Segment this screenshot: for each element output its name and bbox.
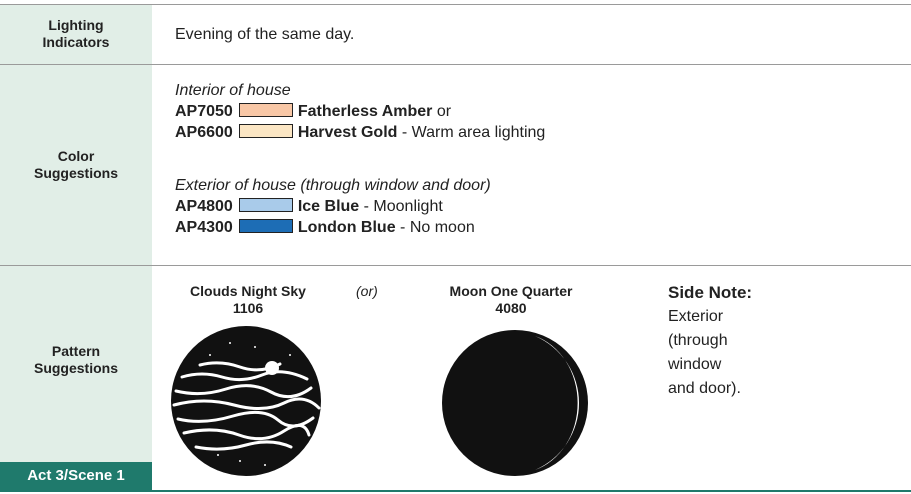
note: or [437,103,451,120]
swatch [239,103,293,117]
swatch [239,198,293,212]
side-note-title: Side Note: [668,282,752,303]
row-label: Pattern Suggestions [0,343,152,377]
note: - No moon [400,219,475,236]
code: AP7050 [175,103,233,120]
code: AP6600 [175,124,233,141]
color-item: AP4800 Ice Blue - Moonlight [175,196,443,217]
side-note-text: Exterior (through window and door). [668,305,748,401]
pattern-name: Clouds Night Sky [158,283,338,300]
group-heading: Exterior of house (through window and do… [175,175,491,196]
pattern-number: 1106 [158,300,338,317]
row-label: Lighting Indicators [0,17,152,51]
note: - Moonlight [364,198,443,215]
separator: (or) [356,281,378,302]
color-name: Harvest Gold [298,124,398,141]
pattern-number: 4080 [421,300,601,317]
moon-pattern [440,328,590,478]
row-text: Evening of the same day. [175,24,354,45]
scene-label: Act 3/Scene 1 [0,462,152,490]
row-border [0,64,911,65]
group-heading: Interior of house [175,80,291,101]
swatch [239,219,293,233]
pattern-name: Moon One Quarter [421,283,601,300]
color-name: Fatherless Amber [298,103,433,120]
clouds-pattern [170,325,322,477]
color-item: AP4300 London Blue - No moon [175,217,475,238]
label-column [0,4,152,490]
bottom-border [0,490,911,492]
code: AP4800 [175,198,233,215]
swatch [239,124,293,138]
note: - Warm area lighting [402,124,545,141]
color-name: Ice Blue [298,198,359,215]
color-name: London Blue [298,219,396,236]
code: AP4300 [175,219,233,236]
color-item: AP7050 Fatherless Amber or [175,101,451,122]
row-label: Color Suggestions [0,148,152,182]
row-border [0,4,911,5]
page: Lighting Indicators Evening of the same … [0,0,911,494]
row-border [0,265,911,266]
color-item: AP6600 Harvest Gold - Warm area lighting [175,122,545,143]
